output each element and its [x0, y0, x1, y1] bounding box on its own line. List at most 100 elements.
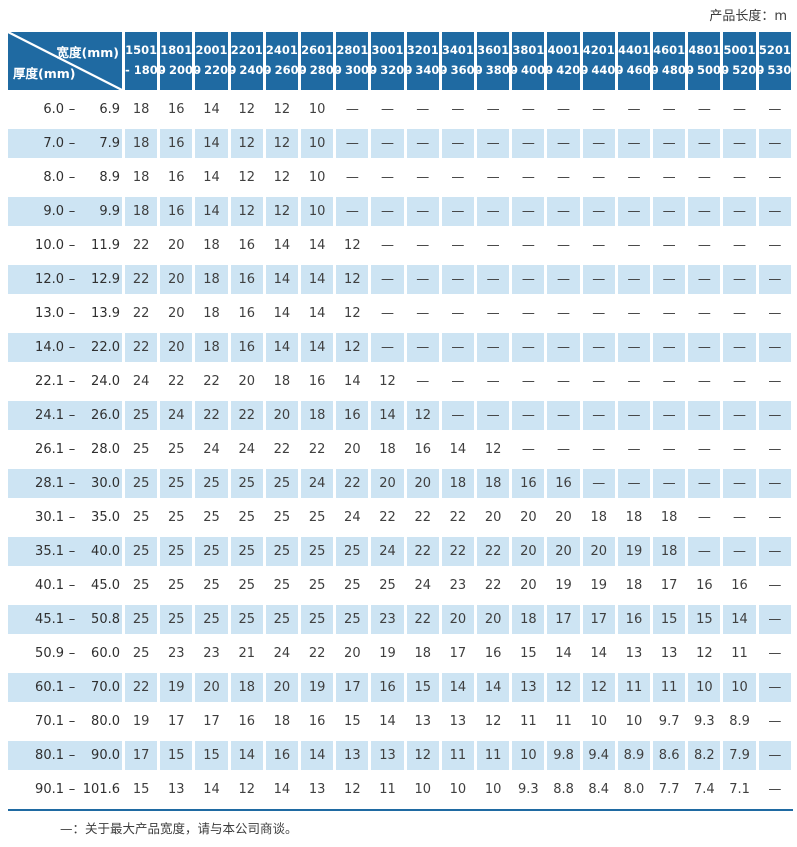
range-separator: –	[68, 272, 76, 287]
length-value-cell: 18	[203, 306, 220, 321]
length-value-cell: 23	[371, 605, 404, 634]
length-value-cell: 25	[273, 510, 291, 525]
thickness-range-label: 9.0– 9.9	[8, 197, 122, 226]
length-value-cell: 11	[653, 673, 686, 702]
length-value-cell: 25	[160, 537, 193, 566]
length-value-cell: 12	[379, 374, 396, 389]
length-value-cell: —	[617, 333, 651, 362]
length-value-cell: 25	[195, 605, 228, 634]
length-value-cell: 22	[441, 537, 475, 566]
length-value-cell: 20	[582, 537, 615, 566]
length-value-cell: 25	[230, 469, 263, 498]
length-value-cell: 13	[625, 646, 643, 661]
length-value-cell: 16	[265, 741, 299, 770]
thickness-from: 26.1	[35, 442, 64, 457]
length-value-cell: 7.1	[729, 782, 750, 797]
length-value-cell: 16	[308, 374, 326, 389]
length-value-cell: 22	[132, 238, 150, 253]
length-value-cell: 25	[301, 605, 334, 634]
length-value-cell: —	[723, 333, 756, 362]
width-range-header: 4001 - 4200	[547, 32, 588, 90]
thickness-to: 9.9	[99, 204, 120, 219]
length-value-cell: 25	[125, 401, 158, 430]
length-value-cell: 12	[406, 401, 439, 430]
length-value-cell: 22	[273, 442, 291, 457]
length-value-cell: 18	[379, 442, 396, 457]
length-value-cell: —	[486, 102, 500, 117]
length-value-cell: 19	[590, 578, 608, 593]
width-range-top: 3801	[512, 43, 545, 58]
length-value-cell: 24	[301, 469, 334, 498]
length-value-cell: 10	[590, 714, 608, 729]
width-range-top: 4401	[617, 43, 650, 58]
range-separator: –	[68, 408, 76, 423]
length-value-cell: —	[733, 510, 747, 525]
length-value-cell: —	[768, 306, 782, 321]
length-value-cell: 20	[160, 265, 193, 294]
thickness-range-label: 30.1–35.0	[8, 503, 122, 532]
length-value-cell: —	[627, 238, 641, 253]
length-value-cell: —	[653, 129, 686, 158]
length-value-cell: 10	[301, 197, 334, 226]
length-value-cell: 7.9	[723, 741, 756, 770]
width-range-header: 4401 - 4600	[617, 32, 659, 90]
thickness-range-label: 60.1–70.0	[8, 673, 122, 702]
length-value-cell: 25	[273, 578, 291, 593]
length-value-cell: 15	[344, 714, 361, 729]
length-value-cell: —	[486, 306, 500, 321]
length-value-cell: —	[477, 333, 510, 362]
length-value-cell: 22	[230, 401, 263, 430]
length-value-cell: 15	[132, 782, 150, 797]
length-value-cell: —	[547, 333, 580, 362]
length-value-cell: 12	[406, 741, 439, 770]
length-value-cell: 23	[168, 646, 185, 661]
width-range-top: 3401	[441, 43, 474, 58]
length-value-cell: —	[451, 306, 465, 321]
length-value-cell: —	[697, 170, 711, 185]
length-value-cell: —	[477, 129, 510, 158]
thickness-range-label: 6.0– 6.9	[8, 95, 122, 124]
length-value-cell: —	[662, 306, 676, 321]
length-value-cell: 14	[344, 374, 361, 389]
length-value-cell: 24	[238, 442, 255, 457]
length-value-cell: 14	[723, 605, 756, 634]
length-value-cell: —	[617, 197, 651, 226]
width-range-top: 2401	[265, 43, 298, 58]
length-value-cell: —	[441, 265, 475, 294]
range-separator: –	[68, 340, 76, 355]
width-range-top: 2801	[336, 43, 369, 58]
length-value-cell: 14	[203, 102, 220, 117]
length-value-cell: —	[733, 442, 747, 457]
length-value-cell: 20	[238, 374, 255, 389]
length-value-cell: 18	[230, 673, 263, 702]
length-value-cell: 17	[125, 741, 158, 770]
thickness-range-label: 28.1–30.0	[8, 469, 122, 498]
width-range-header: 5001 - 5200	[723, 32, 764, 90]
length-value-cell: 25	[238, 578, 255, 593]
length-value-cell: —	[371, 129, 404, 158]
length-value-cell: —	[733, 306, 747, 321]
range-separator: –	[68, 612, 76, 627]
length-value-cell: 17	[547, 605, 580, 634]
length-value-cell: —	[617, 469, 651, 498]
thickness-range-label: 8.0– 8.9	[8, 163, 122, 192]
length-value-cell: —	[768, 510, 782, 525]
length-value-cell: 14	[195, 129, 228, 158]
length-value-cell: 22	[449, 510, 467, 525]
length-value-cell: —	[451, 238, 465, 253]
length-value-cell: —	[557, 374, 571, 389]
length-value-cell: 13	[371, 741, 404, 770]
length-value-cell: —	[758, 741, 791, 770]
table-row: 8.0– 8.9 18 16 14 12 12 10 — — — — — — — — — — — — —	[8, 163, 791, 192]
thickness-from: 13.0	[35, 306, 64, 321]
length-value-cell: 20	[265, 401, 299, 430]
thickness-from: 60.1	[35, 680, 64, 695]
thickness-from: 8.0	[43, 170, 64, 185]
length-value-cell: —	[521, 374, 535, 389]
length-value-cell: 18	[590, 510, 608, 525]
length-value-cell: —	[758, 605, 791, 634]
length-value-cell: —	[486, 170, 500, 185]
table-row: 9.0–9.9 18 16 14 12 12 10— — — — — — — — — — — — —	[8, 197, 791, 226]
length-value-cell: 25	[160, 469, 193, 498]
length-value-cell: 18	[301, 401, 334, 430]
